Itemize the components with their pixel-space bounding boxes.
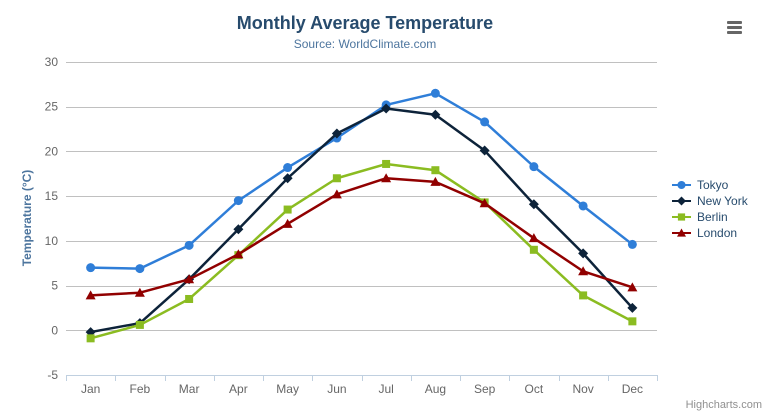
credits-link[interactable]: Highcharts.com [685,399,762,411]
point-new-york-apr[interactable] [233,224,244,235]
x-axis-label: Oct [525,382,544,396]
point-berlin-nov[interactable] [579,291,588,300]
legend-item-london[interactable]: London [672,225,748,241]
point-london-aug[interactable] [430,176,441,186]
legend-label: Berlin [697,210,728,224]
point-london-nov[interactable] [578,266,589,276]
series-line-london[interactable] [89,177,634,297]
point-new-york-nov[interactable] [578,248,589,259]
point-london-may[interactable] [282,218,293,228]
point-london-jul[interactable] [381,173,392,183]
point-berlin-oct[interactable] [529,245,538,254]
point-london-jun[interactable] [331,189,342,199]
point-berlin-feb[interactable] [135,320,144,329]
hamburger-icon [727,31,742,34]
y-axis-label: 0 [51,323,58,337]
legend: Tokyo New York Berlin London [672,177,748,241]
x-axis-label: May [276,382,299,396]
legend-item-tokyo[interactable]: Tokyo [672,177,748,193]
series-tokyo [86,88,637,274]
x-axis-label: Nov [572,382,593,396]
point-new-york-jul[interactable] [381,103,392,114]
x-axis-label: Aug [425,382,446,396]
y-axis-label: 20 [45,144,59,158]
legend-diamond-marker-icon [672,196,691,206]
series-line-tokyo[interactable] [89,92,634,270]
legend-circle-marker-icon [672,180,691,190]
series-new-york [85,103,638,338]
point-berlin-may[interactable] [283,205,292,214]
point-london-jan[interactable] [85,290,96,300]
legend-label: London [697,226,738,240]
point-tokyo-nov[interactable] [578,201,588,211]
point-london-oct[interactable] [528,233,539,243]
legend-label: Tokyo [697,178,729,192]
point-new-york-may[interactable] [282,173,293,184]
legend-item-new-york[interactable]: New York [672,193,748,209]
hamburger-icon [727,26,742,29]
point-berlin-jun[interactable] [332,174,341,183]
point-berlin-jul[interactable] [382,159,391,168]
x-axis-label: Dec [622,382,643,396]
x-axis-label: Sep [474,382,496,396]
export-menu-button[interactable] [727,21,742,34]
y-axis-label: 25 [45,100,59,114]
point-tokyo-may[interactable] [283,163,293,173]
point-london-mar[interactable] [184,274,195,284]
y-axis-label: 10 [45,234,59,248]
series-line-new-york[interactable] [89,107,634,334]
point-london-dec[interactable] [627,282,638,292]
y-axis-label: 30 [45,55,59,69]
y-axis-label: 15 [45,189,59,203]
legend-square-marker-icon [672,213,691,221]
x-axis-label: Mar [179,382,200,396]
point-new-york-aug[interactable] [430,109,441,120]
point-berlin-jan[interactable] [86,334,95,343]
series-london [85,173,638,300]
point-new-york-jun[interactable] [331,128,342,139]
point-new-york-oct[interactable] [528,199,539,210]
point-tokyo-apr[interactable] [233,196,243,206]
legend-label: New York [697,194,748,208]
x-axis-label: Feb [130,382,151,396]
point-tokyo-feb[interactable] [135,264,145,274]
legend-triangle-marker-icon [672,228,691,237]
chart-title: Monthly Average Temperature [236,13,494,33]
chart-subtitle: Source: WorldClimate.com [293,37,437,51]
y-axis-title: Temperature (°C) [20,169,34,267]
point-new-york-sep[interactable] [479,145,490,156]
point-berlin-mar[interactable] [185,294,194,303]
point-london-feb[interactable] [134,287,145,297]
legend-item-berlin[interactable]: Berlin [672,209,748,225]
x-axis-label: Jul [378,382,393,396]
hamburger-icon [727,21,742,24]
x-axis-label: Apr [229,382,248,396]
point-tokyo-dec[interactable] [627,239,637,249]
point-london-apr[interactable] [233,249,244,259]
point-new-york-dec[interactable] [627,302,638,313]
series-line-berlin[interactable] [89,162,634,340]
point-tokyo-sep[interactable] [480,117,490,127]
point-tokyo-aug[interactable] [430,88,440,98]
point-tokyo-oct[interactable] [529,162,539,172]
y-axis-label: 5 [51,279,58,293]
point-berlin-aug[interactable] [431,166,440,175]
x-axis-label: Jun [327,382,346,396]
y-axis-label: -5 [47,368,58,382]
point-london-sep[interactable] [479,198,490,208]
point-tokyo-mar[interactable] [184,240,194,250]
point-tokyo-jan[interactable] [86,263,96,273]
point-berlin-dec[interactable] [628,317,637,326]
x-axis-label: Jan [81,382,100,396]
